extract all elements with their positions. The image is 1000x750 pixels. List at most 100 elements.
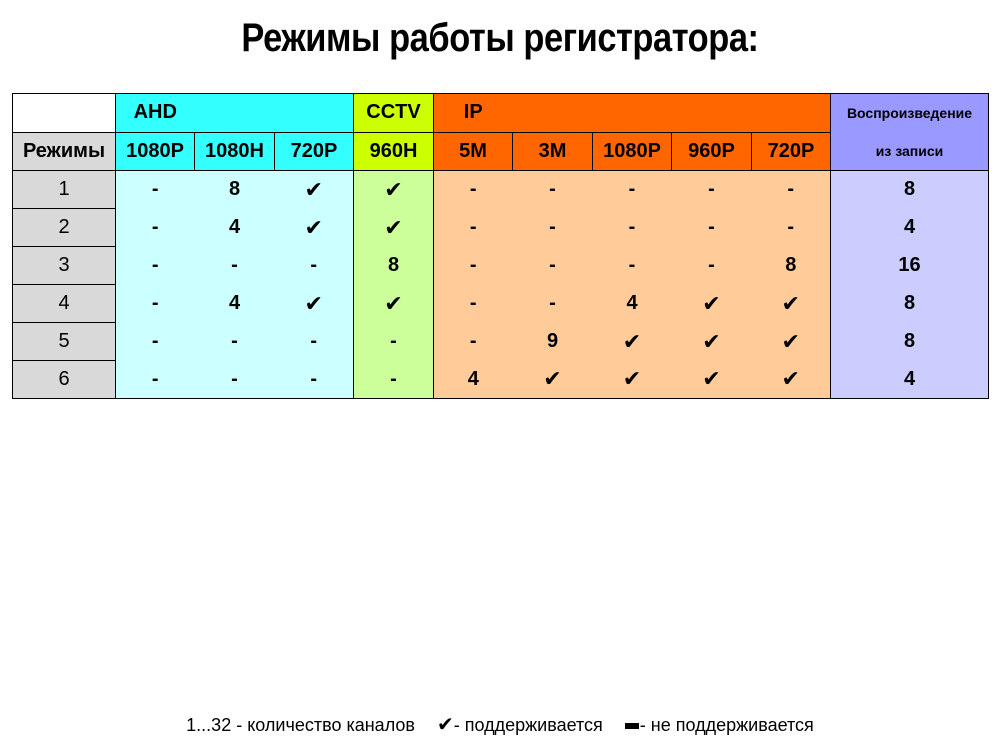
col-ip-720p: 720P bbox=[751, 131, 831, 171]
cell-ip-1080p: - bbox=[592, 170, 672, 209]
cell-cctv-960h: - bbox=[353, 322, 434, 361]
cell-ahd-1080p: - bbox=[115, 360, 195, 399]
cell-cctv-960h: 8 bbox=[353, 246, 434, 285]
legend: 1...32 - количество каналов ✔- поддержива… bbox=[0, 712, 1000, 737]
playback-value: 16 bbox=[830, 246, 989, 285]
cell-ip-960p: - bbox=[671, 246, 752, 285]
cell-ip-720p: 8 bbox=[751, 246, 831, 285]
table-row: 6- - - -4 ✔ ✔ ✔ ✔ 4 bbox=[12, 360, 989, 399]
cell-ip-5m: - bbox=[433, 284, 513, 323]
modes-table: AHD CCTV IP Воспроизведение Режимы 1080P… bbox=[12, 93, 989, 399]
dash-icon bbox=[624, 723, 639, 730]
mode-number: 4 bbox=[12, 284, 116, 323]
cell-ip-1080p: - bbox=[592, 208, 672, 247]
check-icon: ✔ bbox=[353, 170, 434, 209]
cell-ahd-720p: - bbox=[274, 360, 354, 399]
col-ahd-1080p: 1080P bbox=[115, 131, 195, 171]
check-icon: ✔ bbox=[751, 360, 831, 399]
playback-value: 8 bbox=[830, 170, 989, 209]
check-icon: ✔ bbox=[592, 360, 672, 399]
cell-ahd-1080p: - bbox=[115, 284, 195, 323]
cell-ahd-1080p: - bbox=[115, 170, 195, 209]
table-row: 4-4 ✔ ✔ - -4 ✔ ✔ 8 bbox=[12, 284, 989, 323]
legend-not-supported: - не поддерживается bbox=[639, 715, 814, 735]
playback-header-top: Воспроизведение bbox=[830, 93, 989, 132]
group-header-row: AHD CCTV IP Воспроизведение bbox=[12, 93, 989, 133]
check-icon: ✔ bbox=[671, 322, 752, 361]
cell-ip-3m: 9 bbox=[512, 322, 593, 361]
column-header-row: Режимы 1080P 1080H 720P 960H 5M 3M 1080P… bbox=[12, 131, 989, 171]
cell-ahd-1080h: 4 bbox=[194, 284, 275, 323]
cell-ip-3m: - bbox=[512, 284, 593, 323]
cell-ahd-1080h: - bbox=[194, 246, 275, 285]
cell-ip-3m: - bbox=[512, 170, 593, 209]
cell-ip-5m: - bbox=[433, 246, 513, 285]
check-icon: ✔ bbox=[274, 170, 354, 209]
col-ip-5m: 5M bbox=[433, 131, 513, 171]
cell-ip-960p: - bbox=[671, 170, 752, 209]
cell-ip-5m: - bbox=[433, 170, 513, 209]
playback-value: 8 bbox=[830, 322, 989, 361]
cell-ip-1080p: 4 bbox=[592, 284, 672, 323]
cell-ahd-1080p: - bbox=[115, 322, 195, 361]
cell-ip-1080p: - bbox=[592, 246, 672, 285]
legend-channels: 1...32 - количество каналов bbox=[186, 715, 415, 735]
cell-ip-720p: - bbox=[751, 208, 831, 247]
group-cctv: CCTV bbox=[353, 93, 434, 133]
corner-cell bbox=[12, 93, 116, 132]
legend-supported: - поддерживается bbox=[453, 715, 603, 735]
mode-number: 6 bbox=[12, 360, 116, 399]
table-row: 3- - -8- - - -8 16 bbox=[12, 246, 989, 285]
cell-ip-5m: - bbox=[433, 322, 513, 361]
cell-ahd-720p: - bbox=[274, 322, 354, 361]
modes-header: Режимы bbox=[12, 131, 116, 171]
cell-ahd-720p: - bbox=[274, 246, 354, 285]
cell-ip-3m: - bbox=[512, 246, 593, 285]
page-title: Режимы работы регистратора: bbox=[241, 16, 759, 60]
group-ip: IP bbox=[433, 93, 513, 133]
cell-ip-5m: - bbox=[433, 208, 513, 247]
group-ip-extension bbox=[512, 93, 831, 133]
mode-number: 3 bbox=[12, 246, 116, 285]
col-ahd-1080h: 1080H bbox=[194, 131, 275, 171]
playback-header-bottom: из записи bbox=[830, 132, 989, 171]
check-icon: ✔ bbox=[592, 322, 672, 361]
check-icon: ✔ bbox=[353, 284, 434, 323]
table-row: 5- - - - -9 ✔ ✔ ✔ 8 bbox=[12, 322, 989, 361]
cell-ahd-1080h: - bbox=[194, 322, 275, 361]
cell-ip-3m: - bbox=[512, 208, 593, 247]
mode-number: 2 bbox=[12, 208, 116, 247]
check-icon: ✔ bbox=[353, 208, 434, 247]
check-icon: ✔ bbox=[274, 208, 354, 247]
table-row: 1-8 ✔ ✔ - - - - -8 bbox=[12, 170, 989, 209]
col-ip-3m: 3M bbox=[512, 131, 593, 171]
check-icon: ✔ bbox=[671, 360, 752, 399]
cell-ip-960p: - bbox=[671, 208, 752, 247]
col-ip-960p: 960P bbox=[671, 131, 752, 171]
check-icon: ✔ bbox=[751, 284, 831, 323]
cell-ahd-1080h: - bbox=[194, 360, 275, 399]
playback-value: 4 bbox=[830, 208, 989, 247]
mode-number: 1 bbox=[12, 170, 116, 209]
cell-ahd-1080p: - bbox=[115, 246, 195, 285]
check-icon: ✔ bbox=[671, 284, 752, 323]
cell-cctv-960h: - bbox=[353, 360, 434, 399]
check-icon: ✔ bbox=[274, 284, 354, 323]
playback-value: 4 bbox=[830, 360, 989, 399]
cell-ahd-1080h: 8 bbox=[194, 170, 275, 209]
cell-ahd-1080p: - bbox=[115, 208, 195, 247]
table-row: 2-4 ✔ ✔ - - - - -4 bbox=[12, 208, 989, 247]
col-ahd-720p: 720P bbox=[274, 131, 354, 171]
cell-ahd-1080h: 4 bbox=[194, 208, 275, 247]
cell-ip-5m: 4 bbox=[433, 360, 513, 399]
check-icon: ✔ bbox=[436, 714, 454, 736]
group-ahd: AHD bbox=[115, 93, 195, 133]
group-ahd-extension bbox=[194, 93, 354, 133]
mode-number: 5 bbox=[12, 322, 116, 361]
check-icon: ✔ bbox=[512, 360, 593, 399]
playback-value: 8 bbox=[830, 284, 989, 323]
col-ip-1080p: 1080P bbox=[592, 131, 672, 171]
col-cctv-960h: 960H bbox=[353, 131, 434, 171]
cell-ip-720p: - bbox=[751, 170, 831, 209]
check-icon: ✔ bbox=[751, 322, 831, 361]
